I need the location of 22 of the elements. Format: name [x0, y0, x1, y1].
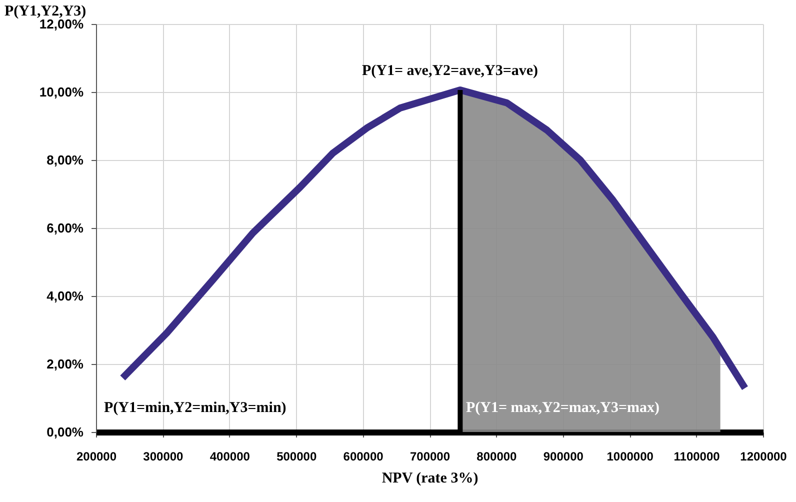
- y-tick-label: 2,00%: [46, 356, 84, 372]
- annotation: P(Y1=min,Y2=min,Y3=min): [104, 400, 286, 416]
- x-tick-label: 200000: [76, 450, 117, 464]
- y-tick-label: 10,00%: [39, 84, 84, 100]
- y-axis-title: P(Y1,Y2,Y3): [4, 4, 86, 20]
- annotation: P(Y1= ave,Y2=ave,Y3=ave): [362, 63, 538, 79]
- x-tick-label: 1000000: [606, 450, 654, 464]
- x-axis-title: NPV (rate 3%): [382, 470, 478, 486]
- x-tick-label: 1100000: [674, 450, 720, 464]
- y-tick-label: 8,00%: [46, 152, 84, 168]
- annotation: P(Y1= max,Y2=max,Y3=max): [466, 400, 660, 416]
- y-tick-label: 6,00%: [46, 220, 84, 236]
- x-tick-label: 800000: [476, 450, 518, 464]
- y-tick-label: 0,00%: [46, 424, 84, 440]
- x-tick-label: 700000: [410, 450, 450, 464]
- x-tick-label: 300000: [143, 450, 184, 464]
- x-tick-label: 900000: [543, 450, 584, 464]
- x-tick-label: 1200000: [740, 450, 788, 464]
- y-tick-label: 4,00%: [46, 288, 84, 304]
- x-tick-label: 500000: [276, 450, 317, 464]
- x-tick-label: 400000: [210, 450, 250, 464]
- x-tick-label: 600000: [343, 450, 384, 464]
